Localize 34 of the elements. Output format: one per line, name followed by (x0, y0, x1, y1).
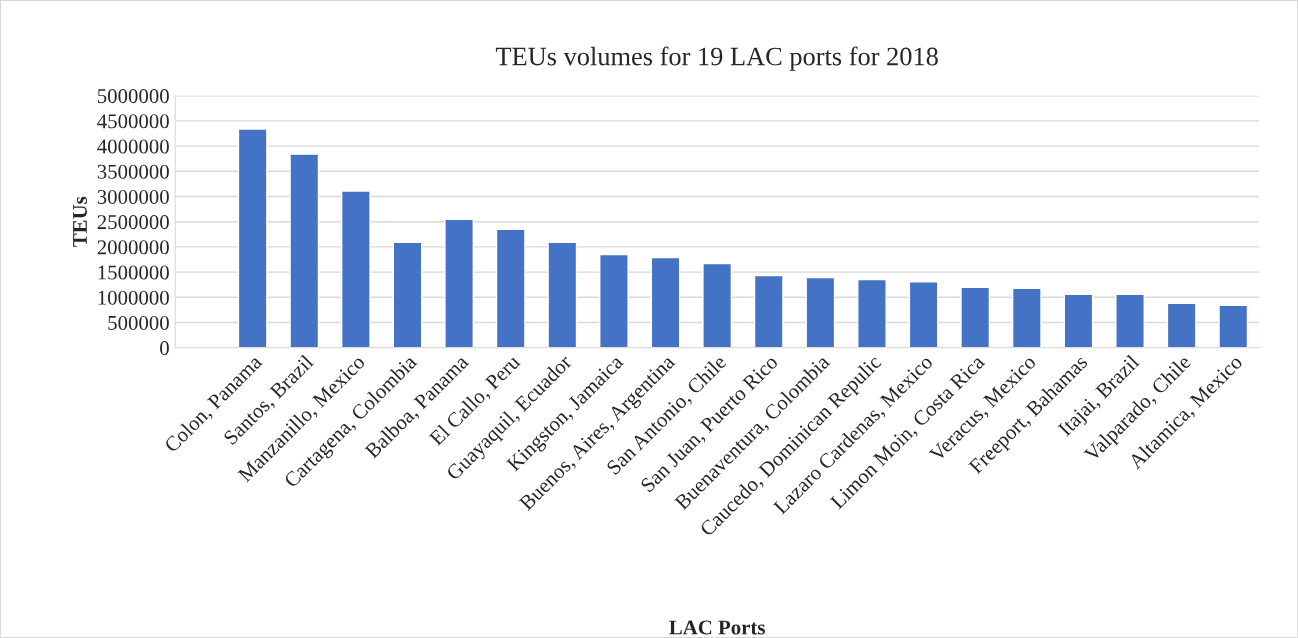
bar (960, 286, 991, 348)
y-tick-label: 2500000 (97, 215, 169, 230)
x-axis-title: LAC Ports (669, 620, 765, 635)
bar (753, 274, 784, 348)
y-tick-label: 4500000 (97, 114, 169, 129)
bar (908, 280, 939, 348)
y-axis-title: TEUs (73, 196, 87, 247)
bar (1011, 287, 1042, 348)
chart-title: TEUs volumes for 19 LAC ports for 2018 (495, 46, 938, 71)
y-tick-label: 0 (160, 341, 169, 356)
y-tick-label: 3000000 (97, 189, 169, 204)
bar (495, 228, 526, 348)
bar (702, 262, 733, 348)
bar (1218, 304, 1249, 348)
y-tick-label: 4000000 (97, 139, 169, 154)
bar (857, 278, 887, 348)
bar (547, 241, 578, 348)
bar (237, 128, 268, 348)
y-tick-label: 3500000 (97, 164, 169, 179)
bar (805, 276, 836, 348)
bar (1063, 293, 1094, 348)
y-tick-label: 500000 (108, 315, 169, 330)
bar (599, 253, 629, 348)
y-tick-label: 5000000 (97, 89, 169, 104)
y-tick-label: 1000000 (98, 290, 169, 305)
bar (392, 241, 423, 348)
bar (340, 190, 371, 348)
y-tick-label: 2000000 (97, 240, 169, 255)
bar (1166, 302, 1197, 348)
bar (650, 256, 681, 348)
y-tick-label: 1500000 (98, 265, 169, 280)
bar (289, 153, 320, 348)
bar (444, 218, 474, 348)
bar (1115, 293, 1145, 348)
